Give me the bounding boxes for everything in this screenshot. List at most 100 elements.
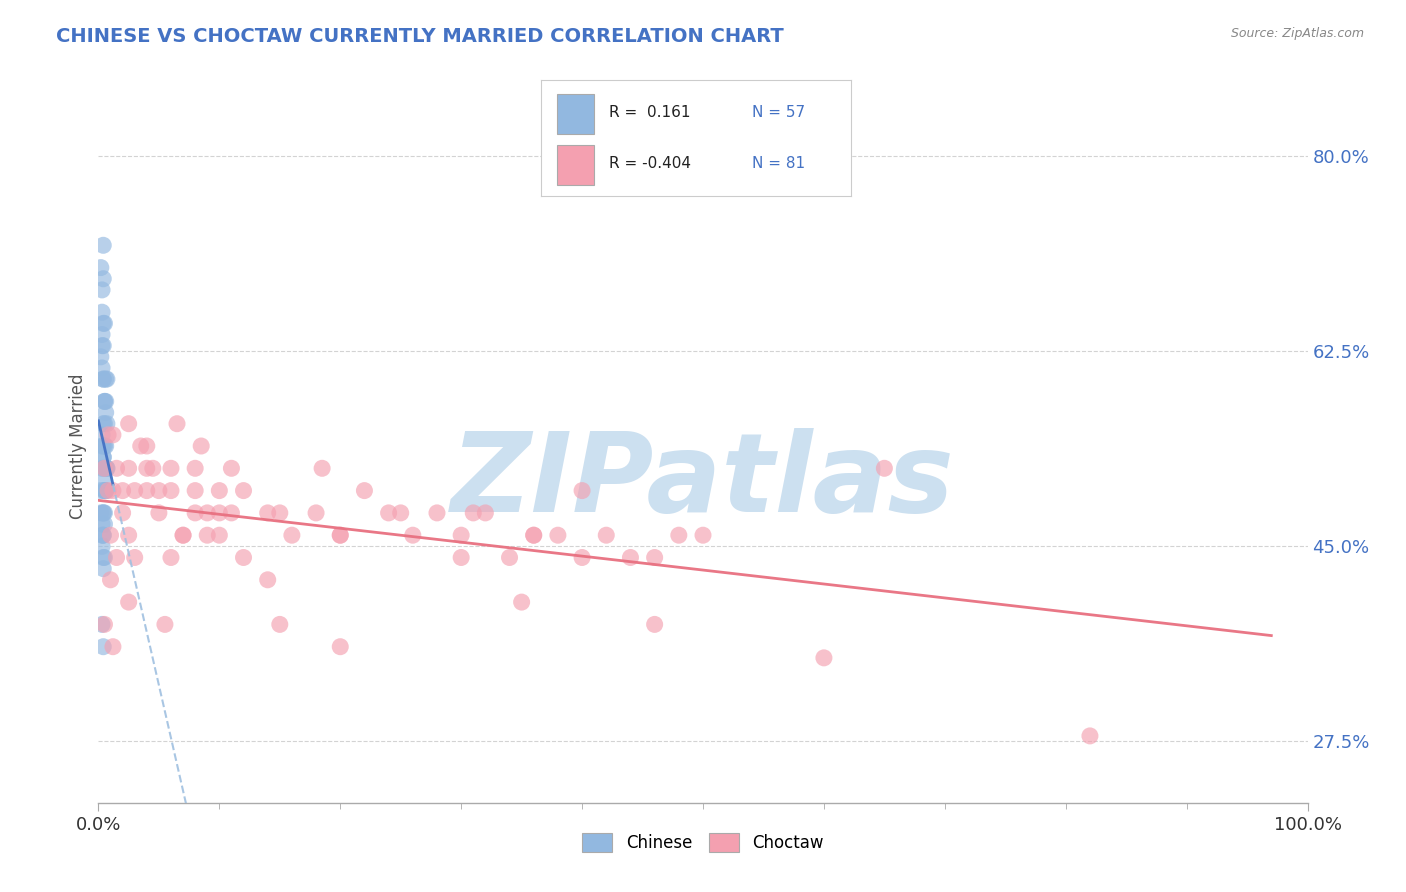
Point — [311, 461, 333, 475]
Point — [105, 461, 128, 475]
Point — [93, 517, 115, 532]
Point — [93, 394, 115, 409]
Point — [450, 528, 472, 542]
Point — [1078, 729, 1101, 743]
Point — [232, 550, 254, 565]
Point — [281, 528, 304, 542]
Point — [208, 483, 231, 498]
Point — [97, 483, 120, 498]
Point — [93, 483, 115, 498]
Point — [91, 338, 114, 352]
Point — [305, 506, 328, 520]
Point — [118, 417, 141, 431]
Point — [184, 461, 207, 475]
Point — [93, 316, 115, 330]
Point — [160, 550, 183, 565]
Point — [93, 439, 115, 453]
Point — [93, 461, 115, 475]
Point — [93, 417, 115, 431]
Point — [166, 417, 188, 431]
Point — [94, 372, 117, 386]
Point — [644, 550, 666, 565]
Point — [101, 640, 124, 654]
Text: ZIPatlas: ZIPatlas — [451, 428, 955, 535]
Point — [474, 506, 496, 520]
Point — [90, 483, 112, 498]
Point — [172, 528, 194, 542]
Point — [377, 506, 399, 520]
Point — [269, 506, 291, 520]
Point — [221, 506, 243, 520]
Point — [571, 483, 593, 498]
Point — [389, 506, 412, 520]
Point — [329, 528, 352, 542]
Point — [353, 483, 375, 498]
Point — [94, 483, 117, 498]
Point — [93, 483, 115, 498]
Point — [91, 528, 114, 542]
Point — [195, 506, 218, 520]
Point — [269, 617, 291, 632]
Point — [91, 450, 114, 464]
Point — [91, 506, 114, 520]
Point — [93, 473, 115, 487]
Point — [91, 550, 114, 565]
Point — [94, 483, 117, 498]
Point — [148, 483, 170, 498]
Point — [124, 483, 146, 498]
Point — [91, 617, 114, 632]
Point — [142, 461, 165, 475]
Point — [93, 506, 115, 520]
Point — [523, 528, 546, 542]
Point — [813, 651, 835, 665]
Point — [232, 483, 254, 498]
Point — [160, 483, 183, 498]
Point — [91, 506, 114, 520]
Point — [118, 528, 141, 542]
Point — [91, 450, 114, 464]
Point — [129, 439, 152, 453]
Point — [111, 506, 134, 520]
Point — [94, 483, 117, 498]
Point — [94, 439, 117, 453]
Point — [523, 528, 546, 542]
Point — [93, 550, 115, 565]
Point — [96, 417, 118, 431]
Point — [190, 439, 212, 453]
Point — [91, 372, 114, 386]
Point — [195, 528, 218, 542]
Point — [100, 528, 122, 542]
Point — [96, 461, 118, 475]
Point — [153, 617, 176, 632]
Point — [135, 483, 157, 498]
Point — [105, 550, 128, 565]
Point — [91, 427, 114, 442]
Point — [256, 506, 278, 520]
Point — [93, 461, 115, 475]
Text: R = -0.404: R = -0.404 — [609, 156, 692, 171]
Point — [91, 562, 114, 576]
Point — [91, 305, 114, 319]
Point — [402, 528, 425, 542]
Point — [90, 506, 112, 520]
Point — [91, 372, 114, 386]
Point — [91, 271, 114, 285]
Point — [91, 417, 114, 431]
Point — [91, 338, 114, 352]
Point — [91, 528, 114, 542]
Point — [101, 427, 124, 442]
Point — [547, 528, 569, 542]
Point — [91, 327, 114, 342]
Point — [160, 461, 183, 475]
Point — [100, 573, 122, 587]
Point — [93, 394, 115, 409]
Point — [96, 372, 118, 386]
Point — [208, 506, 231, 520]
Text: N = 81: N = 81 — [752, 156, 804, 171]
Point — [118, 595, 141, 609]
Point — [510, 595, 533, 609]
Point — [91, 517, 114, 532]
Point — [256, 573, 278, 587]
Point — [329, 528, 352, 542]
Point — [91, 461, 114, 475]
